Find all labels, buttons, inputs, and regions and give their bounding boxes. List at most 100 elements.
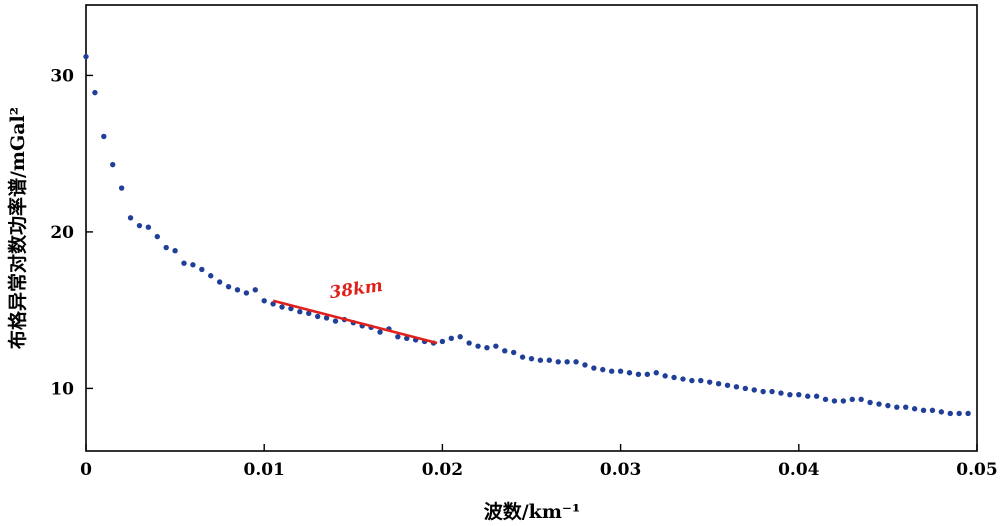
data-point [769,388,775,395]
data-point [796,391,802,398]
data-point [181,260,187,266]
data-point [395,334,401,340]
data-point [920,407,927,414]
data-point [252,287,258,293]
data-point [733,384,740,390]
x-tick-label: 0.02 [422,460,463,480]
y-axis-title: 布格异常对数功率谱/mGal² [6,107,29,349]
data-point [635,371,642,378]
data-point [484,345,490,351]
data-point [288,305,294,312]
axis-tick-labels: 0 0.01 0.02 0.03 0.04 0.05 10 20 30 [50,66,997,480]
data-point [813,393,820,399]
data-point [172,247,178,254]
data-point [279,304,285,310]
y-tick-label: 30 [50,66,74,86]
data-point [947,410,953,417]
data-point [439,338,446,345]
data-point [101,133,107,140]
data-point [662,373,668,379]
data-point [519,354,526,360]
data-point [591,365,597,371]
data-point [332,318,339,324]
x-tick-label: 0.01 [243,460,284,480]
y-tick-label: 10 [50,379,74,399]
data-point [867,399,873,406]
data-point [404,335,410,342]
data-point [644,371,651,378]
data-point [600,366,606,373]
data-point [840,398,847,404]
axis-ticks [85,74,978,451]
data-point [528,355,535,362]
data-point [903,404,909,410]
data-point [118,185,125,191]
data-point [680,376,686,382]
data-point [475,343,481,349]
x-axis-title: 波数/km⁻¹ [484,500,581,523]
x-tick-label: 0.05 [956,460,997,480]
data-point [546,357,553,363]
data-point [208,273,214,279]
data-point [199,266,205,273]
data-point [787,391,793,398]
x-tick-label: 0 [80,460,92,480]
data-point [145,224,152,230]
data-point [715,381,722,387]
fit-line [272,299,438,345]
data-point [689,377,695,384]
data-point [742,385,749,392]
data-point [849,396,855,403]
data-point [698,377,704,384]
data-point [136,222,143,229]
data-point [653,370,659,376]
data-point [537,357,544,363]
data-point [555,359,561,365]
data-point [894,404,900,410]
data-point [760,388,766,395]
x-tick-label: 0.03 [600,460,641,480]
data-point [154,233,160,240]
data-point [938,409,945,415]
data-point [911,406,918,412]
data-point [885,402,891,409]
data-point [751,387,757,393]
data-point [582,362,588,368]
data-point [216,279,223,285]
fit-annotation: 38km [328,276,384,303]
data-points [83,53,971,417]
data-point [83,53,89,60]
y-tick-label: 20 [50,223,74,243]
data-point [377,329,383,335]
data-point [270,301,276,307]
data-point [448,335,455,342]
data-point [190,262,196,268]
data-point [163,244,169,251]
data-point [617,368,624,374]
data-point [573,359,579,365]
data-point [608,368,615,374]
data-point [724,382,731,388]
data-point [510,349,517,356]
data-point [671,374,677,381]
data-point [306,310,312,316]
data-point [831,398,838,404]
data-point [956,410,962,417]
data-point [314,313,321,320]
data-point [929,407,936,414]
data-point [707,379,713,385]
data-point [127,215,134,221]
data-point [965,410,971,417]
data-point [261,298,267,304]
data-point [92,89,98,96]
plot-area-frame [85,4,978,452]
data-point [297,309,303,315]
data-point [502,348,508,354]
data-point [493,343,499,349]
data-point [323,315,330,321]
data-point [225,283,232,290]
data-point [457,334,463,340]
data-point [778,390,784,396]
data-point [805,393,811,399]
